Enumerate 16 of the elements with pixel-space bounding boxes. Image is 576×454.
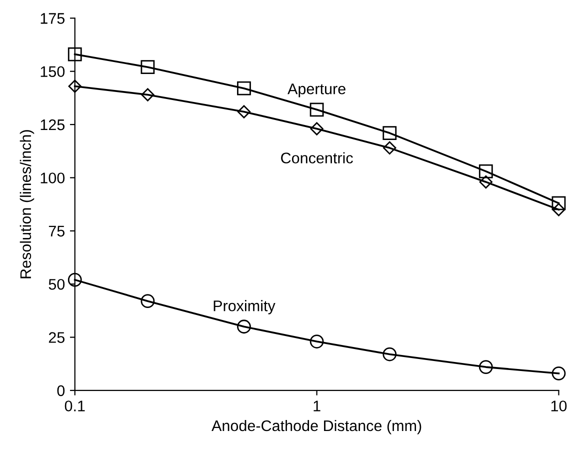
series-label: Concentric	[281, 152, 353, 164]
series-label: Proximity	[214, 300, 276, 314]
y-tick-label: 75	[48, 226, 65, 237]
x-tick-label: 0.1	[64, 400, 85, 412]
y-tick-label: 0	[57, 385, 65, 396]
x-tick-label: 1	[314, 400, 320, 412]
y-tick-label: 50	[48, 278, 65, 290]
y-axis-title: Resolution (lines/inch)	[20, 130, 34, 278]
series-label: Aperture	[288, 84, 346, 98]
y-tick-label: 125	[40, 119, 65, 130]
y-tick-label: 175	[40, 13, 65, 24]
x-tick-label: 10	[551, 400, 567, 412]
y-tick-label: 100	[40, 172, 65, 184]
x-axis-title: Anode-Cathode Distance (mm)	[212, 420, 422, 434]
y-tick-label: 150	[40, 66, 65, 78]
y-tick-label: 25	[48, 332, 65, 343]
